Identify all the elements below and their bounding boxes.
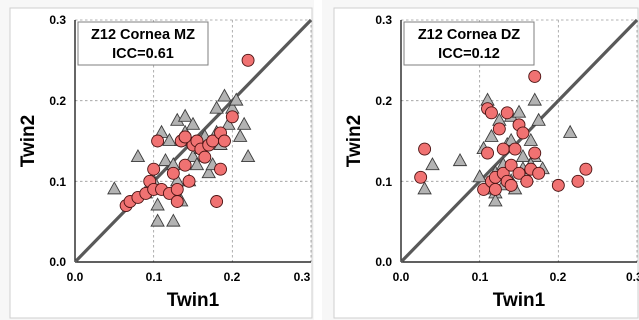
y-tick-label: 0.1 bbox=[49, 175, 66, 189]
data-point-circle bbox=[241, 53, 255, 67]
data-point-triangle bbox=[158, 153, 173, 167]
y-axis-label: Twin2 bbox=[344, 115, 365, 167]
y-axis-label: Twin2 bbox=[18, 115, 39, 167]
data-point-circle bbox=[151, 134, 165, 148]
identity-line bbox=[399, 18, 639, 264]
data-point-triangle bbox=[511, 104, 527, 118]
data-point-triangle bbox=[130, 149, 146, 163]
x-tick-label: 0.0 bbox=[393, 270, 410, 284]
data-point-circle bbox=[170, 182, 184, 196]
data-point-circle bbox=[198, 150, 212, 164]
data-point-triangle bbox=[107, 181, 122, 195]
data-point-circle bbox=[170, 195, 184, 208]
title-box bbox=[403, 21, 535, 66]
data-point-circle bbox=[500, 106, 514, 120]
data-point-circle bbox=[418, 142, 432, 156]
chart-title: Z12 Cornea DZ bbox=[418, 27, 520, 43]
y-tick-label: 0.1 bbox=[375, 175, 392, 189]
data-point-triangle bbox=[452, 153, 468, 167]
y-tick-label: 0.3 bbox=[375, 13, 392, 27]
data-point-circle bbox=[532, 166, 546, 180]
data-point-triangle bbox=[189, 157, 205, 171]
x-tick-label: 0.3 bbox=[626, 270, 639, 284]
data-point-circle bbox=[551, 178, 565, 192]
data-point-circle bbox=[210, 195, 224, 208]
data-point-triangle bbox=[150, 213, 165, 227]
data-point-circle bbox=[516, 126, 530, 140]
data-point-circle bbox=[504, 178, 518, 192]
data-point-circle bbox=[512, 166, 526, 180]
data-point-triangle bbox=[527, 92, 542, 106]
x-tick-label: 0.3 bbox=[294, 270, 311, 284]
x-axis-label: Twin1 bbox=[167, 290, 220, 311]
y-tick-label: 0.3 bbox=[49, 13, 66, 27]
x-tick-label: 0.1 bbox=[146, 270, 163, 284]
data-point-circle bbox=[225, 110, 239, 124]
data-point-circle bbox=[504, 158, 518, 172]
data-point-circle bbox=[528, 70, 542, 83]
data-point-circle bbox=[528, 146, 542, 160]
data-point-triangle bbox=[484, 128, 499, 142]
chart-panel-mz: 0.3 0.2 0.1 0.0 0.0 0.1 0.2 0.3 Twin1 Tw… bbox=[0, 0, 314, 320]
data-point-triangle bbox=[236, 116, 252, 130]
y-tick-label: 0.2 bbox=[375, 94, 392, 108]
data-point-triangle bbox=[177, 108, 193, 122]
data-point-triangle bbox=[472, 169, 487, 183]
data-point-circle bbox=[166, 166, 180, 180]
y-tick-label: 0.0 bbox=[49, 255, 66, 269]
chart-title: Z12 Cornea MZ bbox=[91, 27, 195, 43]
data-point-circle bbox=[178, 158, 192, 172]
data-point-circle bbox=[571, 174, 585, 188]
data-point-circle bbox=[520, 174, 534, 188]
data-point-triangle bbox=[425, 157, 440, 171]
data-point-circle bbox=[218, 134, 231, 148]
icc-label: ICC=0.12 bbox=[438, 46, 500, 62]
data-point-triangle bbox=[240, 149, 256, 163]
data-point-triangle bbox=[166, 213, 181, 227]
data-point-triangle bbox=[531, 112, 546, 126]
data-point-circle bbox=[496, 142, 510, 156]
x-tick-label: 0.2 bbox=[224, 270, 241, 284]
title-box bbox=[77, 21, 209, 66]
x-tick-label: 0.0 bbox=[67, 270, 84, 284]
data-point-triangle bbox=[232, 128, 248, 142]
x-axis-label: Twin1 bbox=[493, 290, 546, 311]
data-point-circle bbox=[492, 122, 506, 136]
data-point-triangle bbox=[562, 124, 578, 138]
data-point-circle bbox=[481, 146, 494, 160]
data-point-triangle bbox=[162, 132, 177, 146]
data-point-circle bbox=[508, 142, 522, 156]
data-point-triangle bbox=[185, 116, 201, 130]
data-point-circle bbox=[182, 174, 196, 188]
data-point-circle bbox=[488, 182, 502, 196]
data-point-circle bbox=[485, 106, 498, 120]
y-tick-label: 0.2 bbox=[49, 94, 66, 108]
data-point-circle bbox=[214, 162, 227, 176]
y-tick-label: 0.0 bbox=[375, 255, 392, 269]
data-point-triangle bbox=[201, 165, 216, 179]
x-tick-label: 0.1 bbox=[472, 270, 489, 284]
data-point-circle bbox=[579, 162, 593, 176]
data-point-circle bbox=[147, 162, 161, 176]
data-point-triangle bbox=[229, 92, 244, 106]
data-point-triangle bbox=[217, 88, 232, 102]
data-point-circle bbox=[414, 170, 428, 184]
icc-label: ICC=0.61 bbox=[112, 46, 174, 62]
x-tick-label: 0.2 bbox=[550, 270, 567, 284]
chart-panel-dz: 0.3 0.2 0.1 0.0 0.0 0.1 0.2 0.3 Twin1 Tw… bbox=[322, 0, 639, 320]
data-point-triangle bbox=[488, 193, 503, 207]
data-point-triangle bbox=[417, 181, 432, 195]
data-point-circle bbox=[178, 130, 192, 144]
data-point-triangle bbox=[523, 132, 539, 146]
data-point-triangle bbox=[209, 100, 224, 114]
data-point-triangle bbox=[150, 197, 165, 211]
data-point-triangle bbox=[221, 116, 236, 130]
